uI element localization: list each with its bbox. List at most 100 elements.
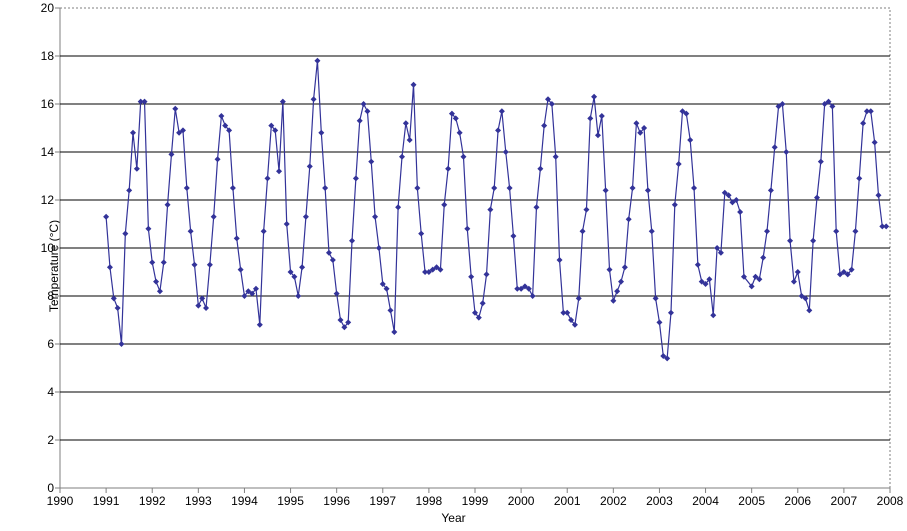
- data-point-marker: [368, 159, 374, 165]
- data-point-marker: [595, 132, 601, 138]
- chart-svg: [60, 8, 890, 488]
- x-tick-label: 1992: [139, 494, 166, 508]
- data-point-marker: [768, 187, 774, 193]
- data-point-marker: [603, 187, 609, 193]
- x-tick-label: 2002: [600, 494, 627, 508]
- data-point-marker: [238, 267, 244, 273]
- x-tick-label: 2007: [831, 494, 858, 508]
- data-point-marker: [645, 187, 651, 193]
- x-tick-label: 2001: [554, 494, 581, 508]
- temperature-series-line: [106, 61, 886, 359]
- data-point-marker: [357, 118, 363, 124]
- data-point-marker: [195, 303, 201, 309]
- x-tick-label: 2003: [646, 494, 673, 508]
- data-point-marker: [441, 202, 447, 208]
- data-point-marker: [192, 262, 198, 268]
- data-point-marker: [172, 106, 178, 112]
- data-point-marker: [145, 226, 151, 232]
- data-point-marker: [687, 137, 693, 143]
- data-point-marker: [353, 175, 359, 181]
- data-point-marker: [737, 209, 743, 215]
- data-point-marker: [760, 255, 766, 261]
- data-point-marker: [818, 159, 824, 165]
- data-point-marker: [553, 154, 559, 160]
- data-point-marker: [376, 245, 382, 251]
- data-point-marker: [460, 154, 466, 160]
- y-tick-label: 10: [41, 241, 54, 255]
- data-point-marker: [530, 293, 536, 299]
- data-point-marker: [457, 130, 463, 136]
- data-point-marker: [499, 108, 505, 114]
- y-tick-label: 18: [41, 49, 54, 63]
- data-point-marker: [649, 228, 655, 234]
- y-tick-label: 4: [47, 385, 54, 399]
- data-point-marker: [668, 310, 674, 316]
- data-point-marker: [372, 214, 378, 220]
- data-point-marker: [218, 113, 224, 119]
- data-point-marker: [856, 175, 862, 181]
- data-point-marker: [484, 271, 490, 277]
- data-point-marker: [130, 130, 136, 136]
- data-point-marker: [833, 228, 839, 234]
- data-point-marker: [184, 185, 190, 191]
- data-point-marker: [764, 228, 770, 234]
- data-point-marker: [541, 123, 547, 129]
- x-tick-label: 1996: [323, 494, 350, 508]
- temperature-chart: Temperature (°C) Year 024681012141618201…: [0, 0, 907, 531]
- x-tick-label: 1998: [416, 494, 443, 508]
- data-point-marker: [234, 235, 240, 241]
- data-point-marker: [672, 202, 678, 208]
- data-point-marker: [510, 233, 516, 239]
- x-axis-label: Year: [441, 511, 465, 525]
- y-tick-label: 2: [47, 433, 54, 447]
- data-point-marker: [695, 262, 701, 268]
- data-point-marker: [107, 264, 113, 270]
- data-point-marker: [399, 154, 405, 160]
- data-point-marker: [257, 322, 263, 328]
- data-point-marker: [103, 214, 109, 220]
- data-point-marker: [618, 279, 624, 285]
- data-point-marker: [207, 262, 213, 268]
- x-tick-label: 1995: [277, 494, 304, 508]
- data-point-marker: [276, 168, 282, 174]
- data-point-marker: [787, 238, 793, 244]
- y-tick-label: 6: [47, 337, 54, 351]
- y-tick-label: 16: [41, 97, 54, 111]
- data-point-marker: [610, 298, 616, 304]
- data-point-marker: [533, 204, 539, 210]
- data-point-marker: [445, 166, 451, 172]
- data-point-marker: [691, 185, 697, 191]
- data-point-marker: [806, 307, 812, 313]
- data-point-marker: [318, 130, 324, 136]
- data-point-marker: [614, 288, 620, 294]
- data-point-marker: [284, 221, 290, 227]
- data-point-marker: [537, 166, 543, 172]
- plot-area: 0246810121416182019901991199219931994199…: [60, 8, 890, 488]
- data-point-marker: [810, 238, 816, 244]
- data-point-marker: [215, 156, 221, 162]
- data-point-marker: [507, 185, 513, 191]
- data-point-marker: [303, 214, 309, 220]
- data-point-marker: [165, 202, 171, 208]
- data-point-marker: [480, 300, 486, 306]
- x-tick-label: 1997: [369, 494, 396, 508]
- data-point-marker: [134, 166, 140, 172]
- data-point-marker: [361, 101, 367, 107]
- x-tick-label: 2005: [738, 494, 765, 508]
- data-point-marker: [261, 228, 267, 234]
- data-point-marker: [557, 257, 563, 263]
- y-tick-label: 8: [47, 289, 54, 303]
- data-point-marker: [414, 185, 420, 191]
- data-point-marker: [391, 329, 397, 335]
- x-tick-label: 1994: [231, 494, 258, 508]
- data-point-marker: [487, 207, 493, 213]
- data-point-marker: [403, 120, 409, 126]
- data-point-marker: [491, 185, 497, 191]
- x-tick-label: 2000: [508, 494, 535, 508]
- x-tick-label: 1990: [47, 494, 74, 508]
- data-point-marker: [161, 259, 167, 265]
- data-point-marker: [564, 310, 570, 316]
- data-point-marker: [599, 113, 605, 119]
- data-point-marker: [468, 274, 474, 280]
- data-point-marker: [330, 257, 336, 263]
